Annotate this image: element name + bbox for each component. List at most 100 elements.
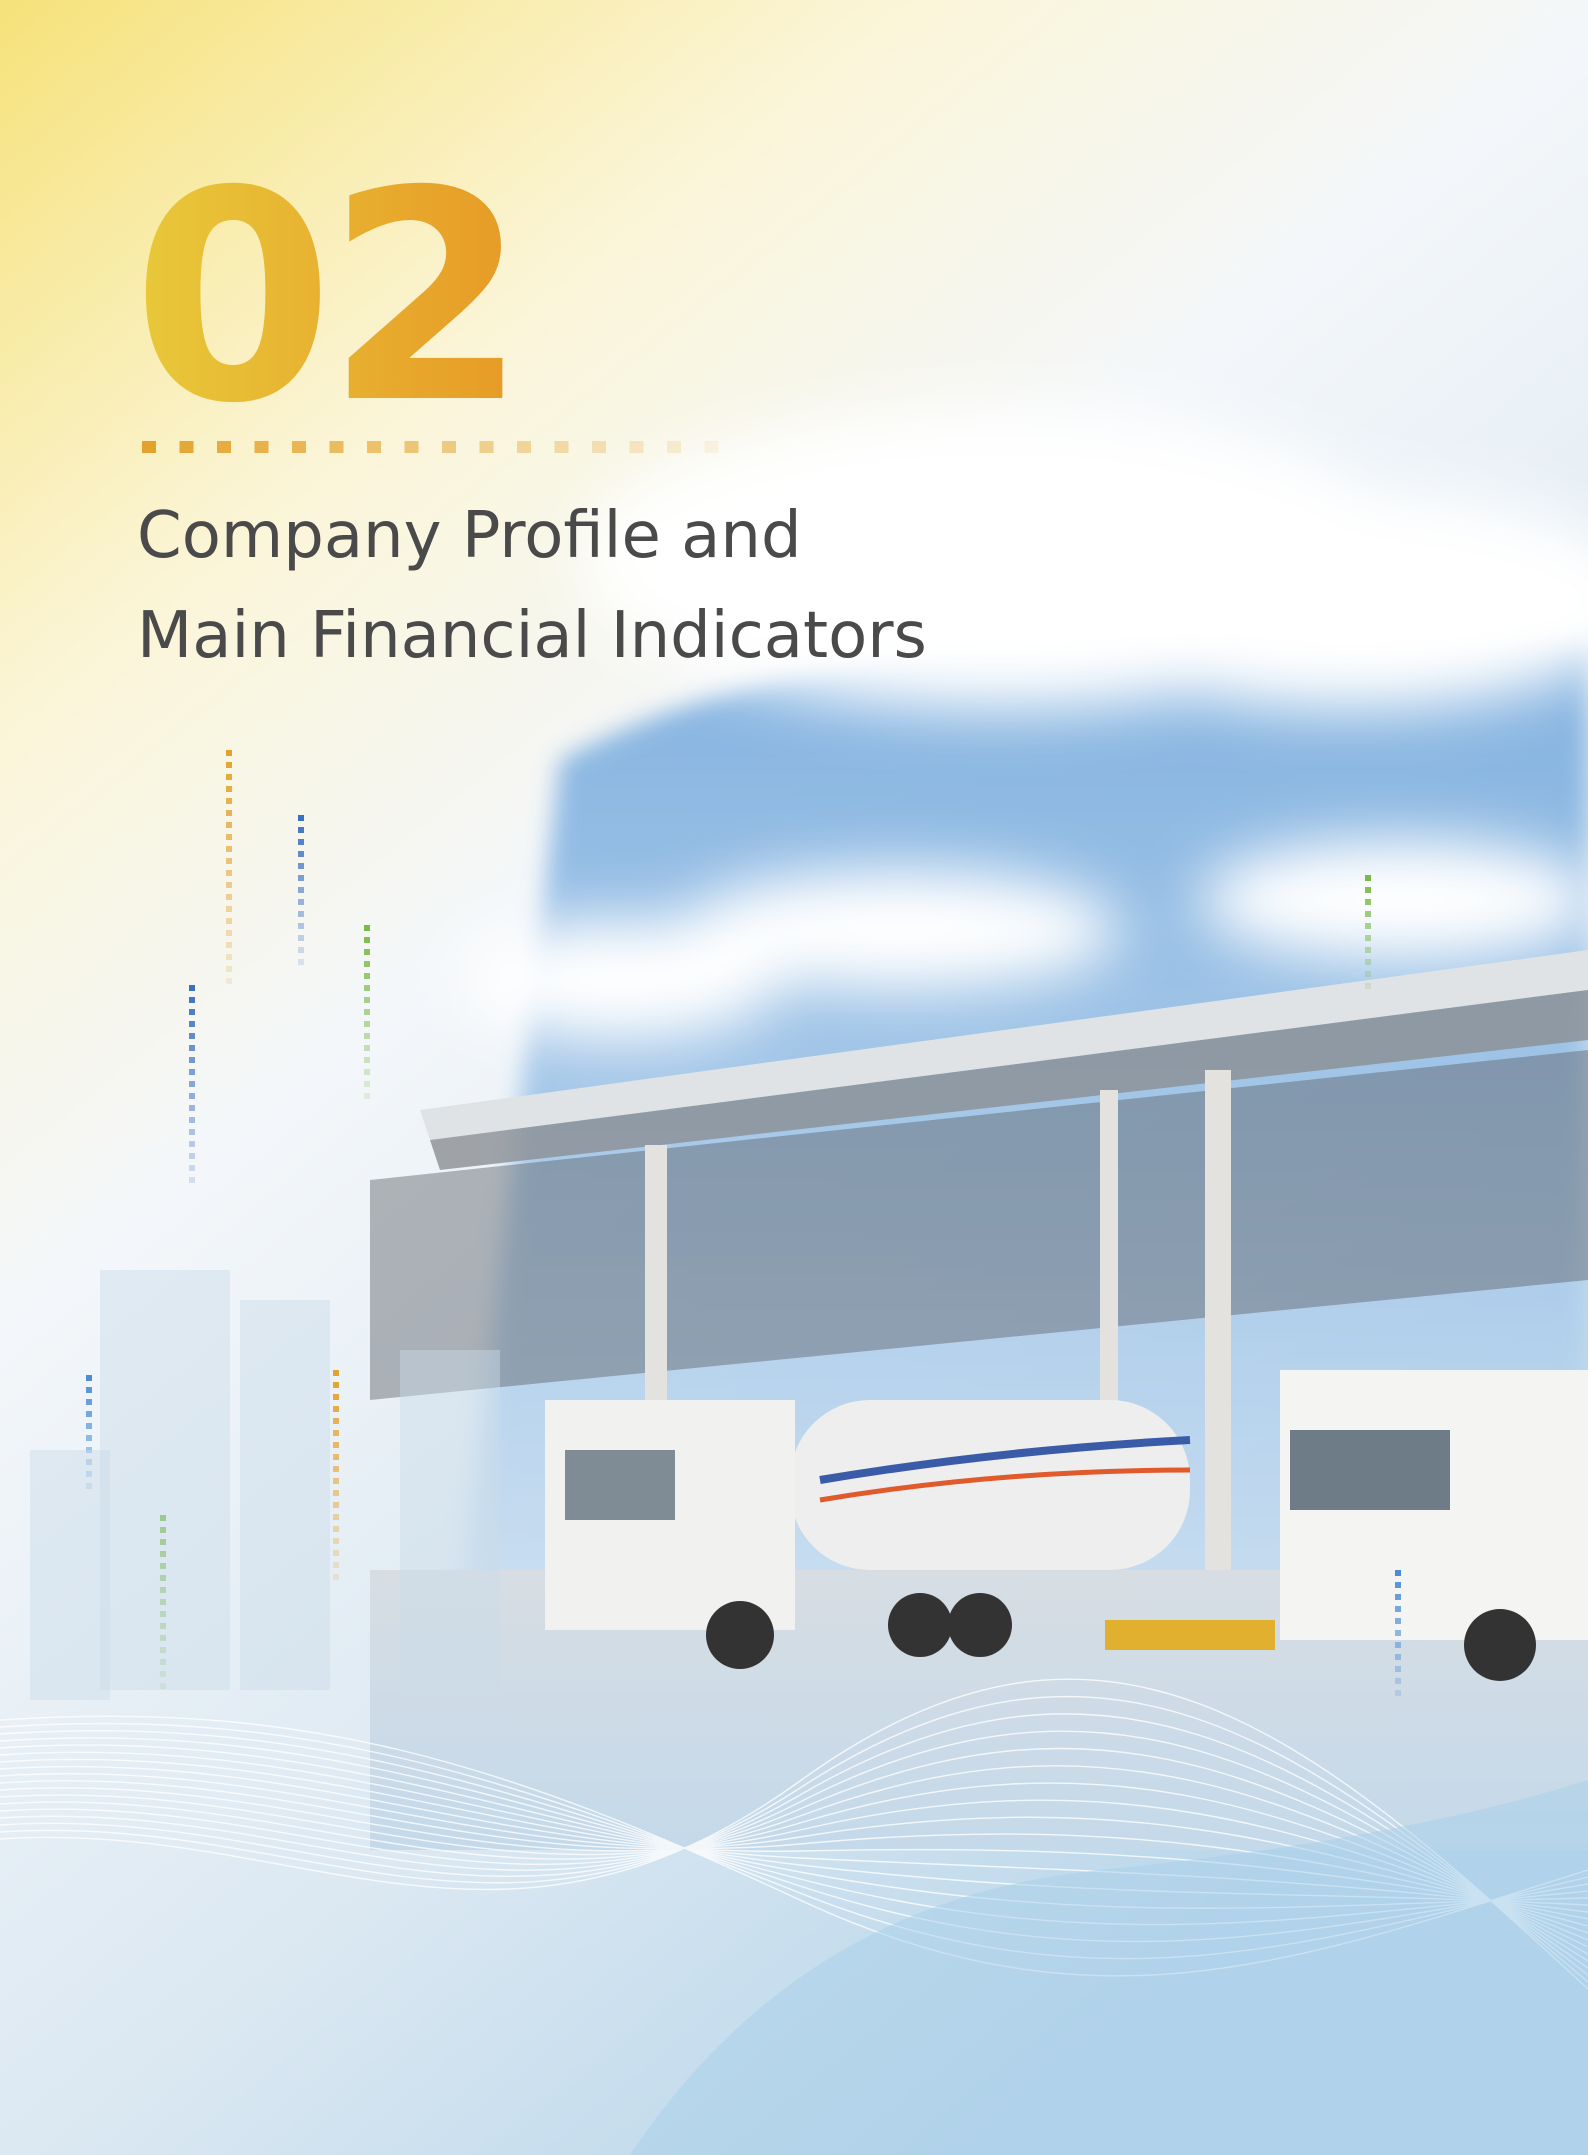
dot-column <box>1395 1654 1401 1660</box>
dot-column <box>1395 1690 1401 1696</box>
dot-column <box>226 954 232 960</box>
dot-column <box>298 839 304 845</box>
dot-column <box>1365 959 1371 965</box>
dot-column <box>226 894 232 900</box>
dot-column <box>298 935 304 941</box>
dot-column <box>364 1093 370 1099</box>
dot-column <box>1395 1618 1401 1624</box>
dot-column <box>1365 875 1371 881</box>
dot-column <box>364 925 370 931</box>
barrier <box>1105 1620 1275 1650</box>
dot-column <box>1365 887 1371 893</box>
dot-column <box>226 918 232 924</box>
section-number: 02 <box>132 130 520 467</box>
truck-right <box>1280 1370 1588 1681</box>
dot-column <box>333 1382 339 1388</box>
dot-column <box>298 827 304 833</box>
dot-column <box>226 966 232 972</box>
dot-column <box>298 851 304 857</box>
dot-column <box>298 911 304 917</box>
dot-column <box>298 815 304 821</box>
dot-column <box>189 1057 195 1063</box>
dot-column <box>298 923 304 929</box>
dot-column <box>86 1435 92 1441</box>
dot-column <box>364 997 370 1003</box>
dot-column <box>226 906 232 912</box>
dot-column <box>1395 1606 1401 1612</box>
dot-column <box>1395 1678 1401 1684</box>
dot-column <box>298 863 304 869</box>
dot-column <box>226 822 232 828</box>
dot-column <box>189 1105 195 1111</box>
dot-column <box>226 858 232 864</box>
dot-column <box>86 1399 92 1405</box>
dot-column <box>333 1430 339 1436</box>
dot-rule <box>705 441 719 453</box>
dot-column <box>226 846 232 852</box>
dot-column <box>364 1057 370 1063</box>
dot-column <box>364 1021 370 1027</box>
dot-column <box>86 1387 92 1393</box>
building <box>240 1300 330 1690</box>
dot-column <box>1365 971 1371 977</box>
dot-rule <box>592 441 606 453</box>
dot-column <box>333 1478 339 1484</box>
dot-column <box>189 1153 195 1159</box>
dot-column <box>226 774 232 780</box>
dot-column <box>333 1418 339 1424</box>
dot-column <box>1395 1594 1401 1600</box>
section-title: Company Profile and <box>137 499 802 573</box>
dot-column <box>1395 1666 1401 1672</box>
dot-column <box>189 1117 195 1123</box>
dot-column <box>226 930 232 936</box>
dot-column <box>86 1423 92 1429</box>
dot-column <box>364 1045 370 1051</box>
dot-column <box>333 1394 339 1400</box>
dot-column <box>1395 1642 1401 1648</box>
dot-rule <box>630 441 644 453</box>
dot-column <box>189 1141 195 1147</box>
dot-column <box>226 798 232 804</box>
dot-column <box>1365 935 1371 941</box>
building <box>100 1270 230 1690</box>
dot-column <box>333 1370 339 1376</box>
dot-column <box>298 959 304 965</box>
dot-column <box>333 1550 339 1556</box>
dot-column <box>298 947 304 953</box>
dot-column <box>1395 1570 1401 1576</box>
dot-column <box>1365 947 1371 953</box>
dot-column <box>298 875 304 881</box>
dot-column <box>1365 983 1371 989</box>
dot-column <box>189 1165 195 1171</box>
dot-column <box>333 1502 339 1508</box>
dot-column <box>189 1177 195 1183</box>
dot-column <box>333 1406 339 1412</box>
dot-column <box>189 1045 195 1051</box>
dot-column <box>1365 923 1371 929</box>
dot-column <box>226 834 232 840</box>
dot-column <box>226 870 232 876</box>
dot-column <box>189 1093 195 1099</box>
dot-column <box>189 1033 195 1039</box>
dot-rule <box>667 441 681 453</box>
dot-column <box>226 810 232 816</box>
dot-column <box>298 887 304 893</box>
dot-column <box>226 882 232 888</box>
dot-column <box>333 1490 339 1496</box>
dot-column <box>333 1562 339 1568</box>
dot-column <box>364 961 370 967</box>
dot-column <box>364 937 370 943</box>
dot-rule <box>555 441 569 453</box>
dot-column <box>333 1514 339 1520</box>
dot-column <box>1365 899 1371 905</box>
dot-column <box>1395 1582 1401 1588</box>
dot-column <box>1365 911 1371 917</box>
dot-column <box>364 949 370 955</box>
dot-column <box>226 978 232 984</box>
dot-column <box>364 1069 370 1075</box>
dot-column <box>189 1009 195 1015</box>
dot-column <box>189 1069 195 1075</box>
dot-column <box>333 1466 339 1472</box>
building <box>30 1450 110 1700</box>
dot-column <box>226 786 232 792</box>
